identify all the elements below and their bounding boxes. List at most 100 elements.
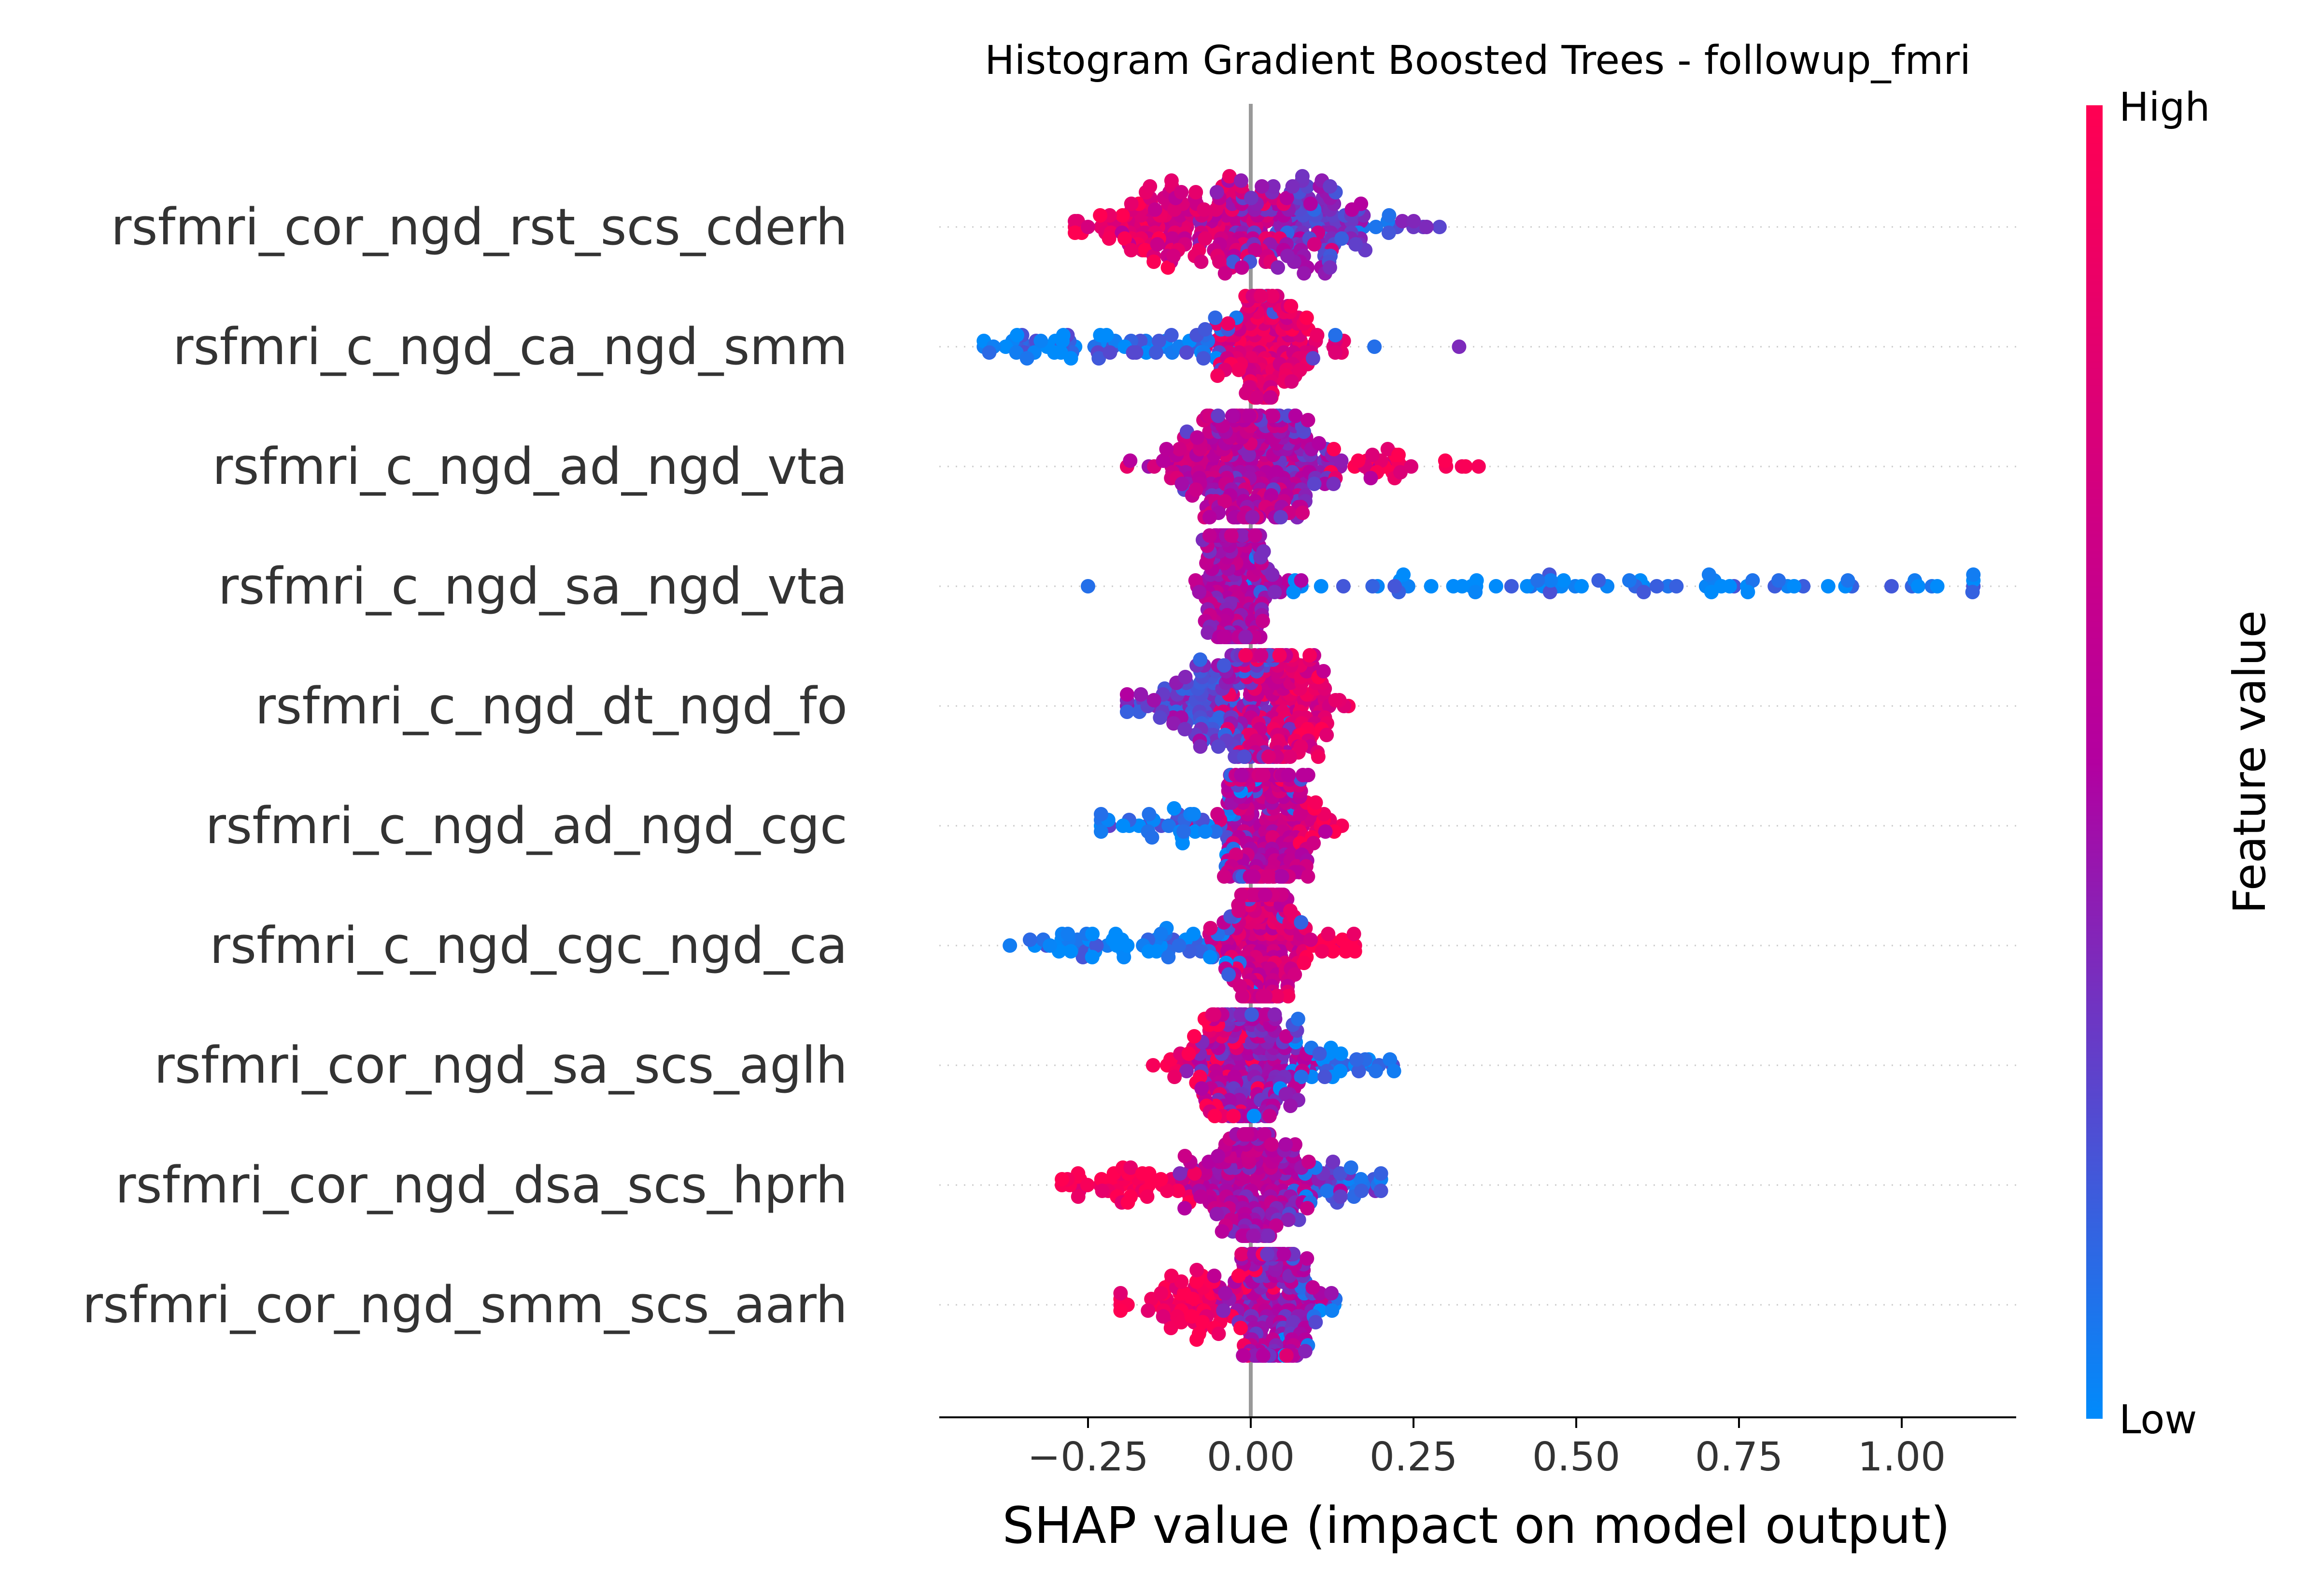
shap-point <box>1231 1269 1246 1283</box>
shap-point <box>1745 573 1760 588</box>
shap-point <box>1166 249 1181 263</box>
shap-point <box>1317 1070 1332 1084</box>
shap-point <box>1153 710 1168 725</box>
x-tick-label: 0.00 <box>1207 1434 1295 1480</box>
shap-point <box>1326 944 1341 959</box>
shap-point <box>1231 363 1246 377</box>
shap-point <box>1520 579 1535 593</box>
shap-point <box>1216 869 1231 884</box>
shap-point <box>1348 237 1363 252</box>
shap-point <box>1314 944 1329 959</box>
shap-point <box>1217 266 1232 281</box>
shap-point <box>1574 579 1589 593</box>
shap-point <box>1285 179 1300 194</box>
x-tick-label: 1.00 <box>1858 1434 1946 1480</box>
shap-point <box>1262 1109 1277 1123</box>
shap-point <box>1160 260 1175 275</box>
shap-point <box>1129 345 1144 360</box>
shap-point <box>1328 345 1343 360</box>
shap-point <box>1221 967 1236 982</box>
feature-label: rsfmri_cor_ngd_dsa_scs_hprh <box>115 1156 848 1215</box>
shap-point <box>1161 819 1176 833</box>
shap-point <box>1346 927 1361 941</box>
shap-point <box>1056 328 1071 342</box>
shap-point <box>1188 482 1203 497</box>
x-axis: −0.25 0.00 0.25 0.50 0.75 1.00 <box>939 1416 2016 1480</box>
shap-point <box>1365 579 1380 593</box>
shap-point <box>1294 1070 1309 1084</box>
shap-point <box>1297 956 1312 970</box>
feature-label: rsfmri_cor_ngd_sa_scs_aglh <box>154 1036 848 1095</box>
shap-point <box>1224 528 1239 543</box>
shap-point <box>1177 1149 1192 1163</box>
shap-point <box>1396 567 1411 582</box>
shap-point <box>1424 579 1439 593</box>
shap-point <box>1141 1303 1156 1318</box>
shap-point <box>1283 749 1298 764</box>
shap-point <box>1322 260 1337 275</box>
shap-point <box>1063 351 1078 366</box>
shap-point <box>1068 226 1082 240</box>
shap-point <box>1226 1109 1241 1123</box>
shap-point <box>1060 927 1075 941</box>
shap-point <box>1120 938 1135 953</box>
shap-point <box>1099 328 1114 342</box>
shap-point <box>1209 185 1224 199</box>
shap-point <box>1669 579 1684 593</box>
shap-point <box>1307 237 1322 252</box>
shap-point <box>1254 648 1269 663</box>
shap-point <box>1312 436 1327 451</box>
shap-point <box>1010 328 1025 342</box>
shap-point <box>1221 316 1235 331</box>
shap-point <box>1237 749 1252 764</box>
shap-point <box>1177 1201 1192 1215</box>
shap-point <box>1367 339 1382 354</box>
shap-point <box>1043 938 1057 953</box>
shap-point <box>1216 630 1231 644</box>
shap-point <box>1391 448 1406 462</box>
shap-point <box>1172 938 1187 953</box>
shap-point <box>1093 208 1108 223</box>
x-axis-label: SHAP value (impact on model output) <box>1003 1496 1951 1555</box>
feature-label: rsfmri_c_ngd_dt_ngd_fo <box>255 677 848 735</box>
shap-point <box>1368 1064 1383 1078</box>
shap-point <box>1283 904 1298 918</box>
shap-point <box>1363 471 1378 485</box>
shap-point <box>1787 579 1801 593</box>
shap-point <box>1233 1321 1248 1335</box>
shap-point <box>982 345 997 360</box>
shap-point <box>1190 430 1205 445</box>
shap-point <box>1622 573 1637 588</box>
shap-point <box>1343 1160 1358 1175</box>
shap-point <box>1302 648 1317 663</box>
shap-point <box>1108 927 1123 941</box>
shap-point <box>1120 1195 1135 1210</box>
shap-point <box>1187 1029 1201 1044</box>
shap-point <box>1146 254 1161 269</box>
shap-point <box>1316 664 1331 678</box>
shap-point <box>1146 693 1161 707</box>
shap-point <box>1293 739 1308 754</box>
shap-point <box>1279 191 1294 205</box>
shap-point <box>1245 510 1260 524</box>
shap-point <box>1354 1172 1368 1186</box>
shap-point <box>1383 1052 1398 1067</box>
shap-point <box>1294 915 1309 930</box>
shap-point <box>1260 1247 1275 1261</box>
shap-point <box>1117 950 1131 964</box>
shap-point <box>1265 567 1280 582</box>
shap-point <box>1965 585 1980 599</box>
shap-point <box>1292 363 1307 377</box>
shap-point <box>1351 1064 1366 1078</box>
shap-point <box>1295 506 1310 520</box>
shap-point <box>1195 1315 1210 1329</box>
chart-title: Histogram Gradient Boosted Trees - follo… <box>985 38 1971 84</box>
shap-point <box>1323 179 1338 194</box>
shap-point <box>1167 801 1182 816</box>
shap-point <box>1310 328 1325 342</box>
shap-point <box>1161 950 1176 964</box>
shap-point <box>1208 311 1223 325</box>
shap-point <box>1188 573 1203 588</box>
shap-point <box>1244 1007 1259 1022</box>
